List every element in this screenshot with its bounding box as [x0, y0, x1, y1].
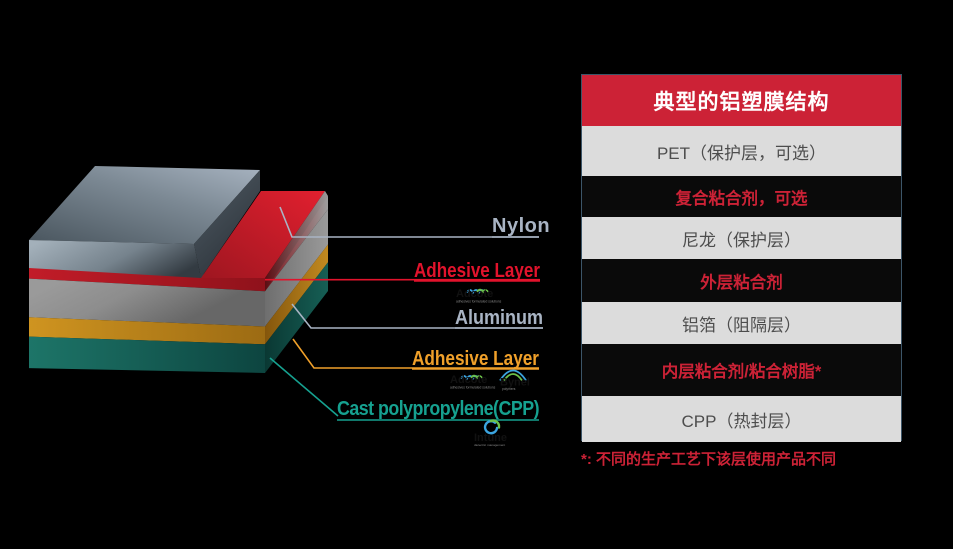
svg-text:Aluminum: Aluminum [455, 307, 543, 329]
svg-text:Nylon: Nylon [492, 215, 550, 237]
svg-text:dielectric management: dielectric management [474, 443, 505, 447]
svg-text:Adhesive Layer: Adhesive Layer [412, 348, 539, 370]
svg-text:Cast polypropylene(CPP): Cast polypropylene(CPP) [337, 398, 539, 420]
svg-text:adhesives formulated solution: adhesives formulated solutions [450, 386, 496, 390]
svg-text:polymers: polymers [502, 387, 516, 391]
svg-text:Adhesive Layer: Adhesive Layer [414, 260, 540, 282]
svg-text:Adcote: Adcote [456, 288, 493, 300]
svg-text:adhesives formulated solution: adhesives formulated solutions [456, 300, 502, 304]
svg-text:Adcote: Adcote [450, 374, 487, 386]
